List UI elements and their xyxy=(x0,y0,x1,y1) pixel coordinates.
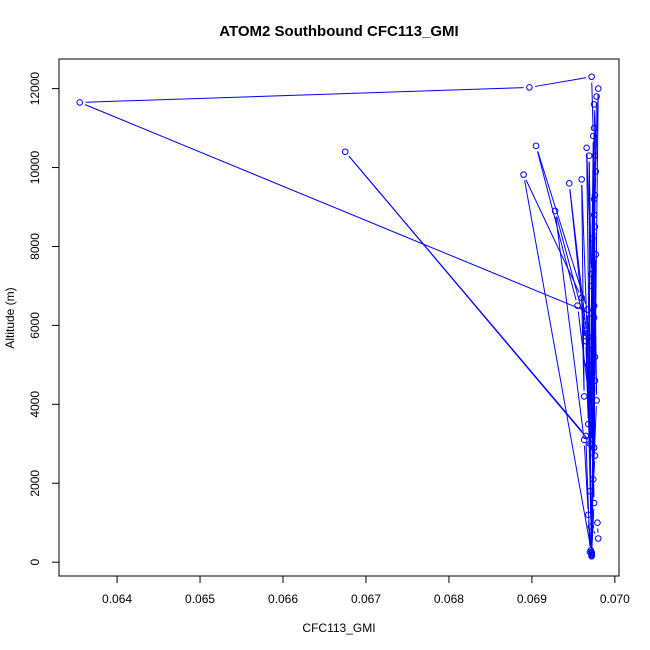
data-point xyxy=(589,258,597,266)
x-tick-label: 0.064 xyxy=(102,592,132,606)
data-point xyxy=(594,535,602,542)
data-point xyxy=(588,373,595,380)
data-point xyxy=(590,499,598,507)
data-point xyxy=(582,432,590,440)
plot-frame xyxy=(58,58,620,577)
x-axis-label: CFC113_GMI xyxy=(302,621,375,635)
data-point xyxy=(593,397,600,404)
data-point xyxy=(586,548,594,556)
series-line-segment xyxy=(583,445,589,510)
series-line-segment xyxy=(537,151,587,305)
y-axis-label: Altitude (m) xyxy=(3,287,17,348)
data-point xyxy=(590,302,598,309)
data-point xyxy=(583,329,590,337)
y-tick-label: 10000 xyxy=(28,151,42,185)
y-tick-label: 8000 xyxy=(28,233,42,260)
data-point xyxy=(589,132,597,140)
data-point xyxy=(588,440,595,448)
data-point xyxy=(532,142,540,150)
data-point xyxy=(591,452,599,459)
data-point xyxy=(589,345,596,353)
x-axis: 0.064 0.065 0.066 0.067 0.068 0.069 0.070 xyxy=(102,575,630,606)
data-point xyxy=(589,235,596,242)
y-tick-label: 0 xyxy=(28,559,42,566)
data-point xyxy=(593,93,600,100)
series-line-segment xyxy=(581,185,585,391)
series-line-segment xyxy=(85,87,524,103)
data-point xyxy=(551,207,559,215)
series-line-segment xyxy=(588,161,591,438)
data-point xyxy=(526,84,533,91)
data-point xyxy=(580,393,588,400)
data-point xyxy=(582,337,590,345)
chart-title: ATOM2 Southbound CFC113_GMI xyxy=(219,23,458,40)
data-point xyxy=(578,294,585,302)
data-point xyxy=(520,171,527,178)
series-line-segment xyxy=(555,216,584,435)
data-point xyxy=(591,353,599,361)
series-line-segment xyxy=(348,155,583,432)
data-point xyxy=(76,99,84,106)
data-point xyxy=(341,148,349,156)
data-point xyxy=(589,428,596,436)
series-line-segment xyxy=(593,531,596,534)
x-tick-label: 0.066 xyxy=(268,592,298,606)
data-point xyxy=(589,476,597,483)
data-point xyxy=(588,552,595,560)
series-layer xyxy=(76,73,602,560)
data-point xyxy=(591,223,599,231)
series-line-segment xyxy=(524,180,592,548)
data-point xyxy=(591,191,599,199)
data-point xyxy=(590,124,598,132)
series-line-segment xyxy=(525,179,580,293)
data-point xyxy=(582,322,590,329)
y-tick-label: 6000 xyxy=(28,312,42,339)
data-point xyxy=(588,282,595,290)
data-point xyxy=(588,73,595,81)
data-point xyxy=(584,306,591,313)
series-line-segment xyxy=(593,94,599,210)
data-point xyxy=(590,211,598,219)
data-point xyxy=(578,176,585,183)
x-tick-label: 0.068 xyxy=(434,592,464,606)
data-point xyxy=(591,377,599,384)
data-point xyxy=(588,393,595,400)
data-point xyxy=(585,420,592,428)
y-tick-label: 2000 xyxy=(28,470,42,497)
data-point xyxy=(565,180,573,187)
series-line-segment xyxy=(537,151,577,301)
data-point xyxy=(588,310,595,317)
data-point xyxy=(585,361,592,369)
data-point xyxy=(587,408,595,416)
data-point xyxy=(587,523,595,530)
y-axis: 0 2000 4000 6000 8000 10000 12000 xyxy=(28,72,60,566)
data-point xyxy=(590,101,598,108)
data-point xyxy=(592,251,600,258)
data-point xyxy=(583,144,590,152)
data-point xyxy=(588,549,595,557)
data-point xyxy=(589,333,596,341)
data-point xyxy=(586,487,594,495)
series-line-segment xyxy=(556,216,585,320)
data-point xyxy=(588,270,595,278)
series-line-segment xyxy=(591,141,594,269)
data-point xyxy=(592,168,600,175)
data-point xyxy=(585,152,593,159)
x-tick-label: 0.069 xyxy=(517,592,547,606)
data-point xyxy=(594,519,601,527)
data-point xyxy=(585,511,592,519)
y-tick-label: 4000 xyxy=(28,391,42,418)
series-line-segment xyxy=(84,104,587,312)
series-line-segment xyxy=(535,77,586,87)
x-tick-label: 0.070 xyxy=(600,592,630,606)
x-tick-label: 0.067 xyxy=(351,592,381,606)
data-point xyxy=(594,85,602,92)
y-tick-label: 12000 xyxy=(28,72,42,106)
data-point xyxy=(580,436,588,444)
data-point xyxy=(574,302,581,309)
x-tick-label: 0.065 xyxy=(185,592,215,606)
data-point xyxy=(590,195,598,203)
